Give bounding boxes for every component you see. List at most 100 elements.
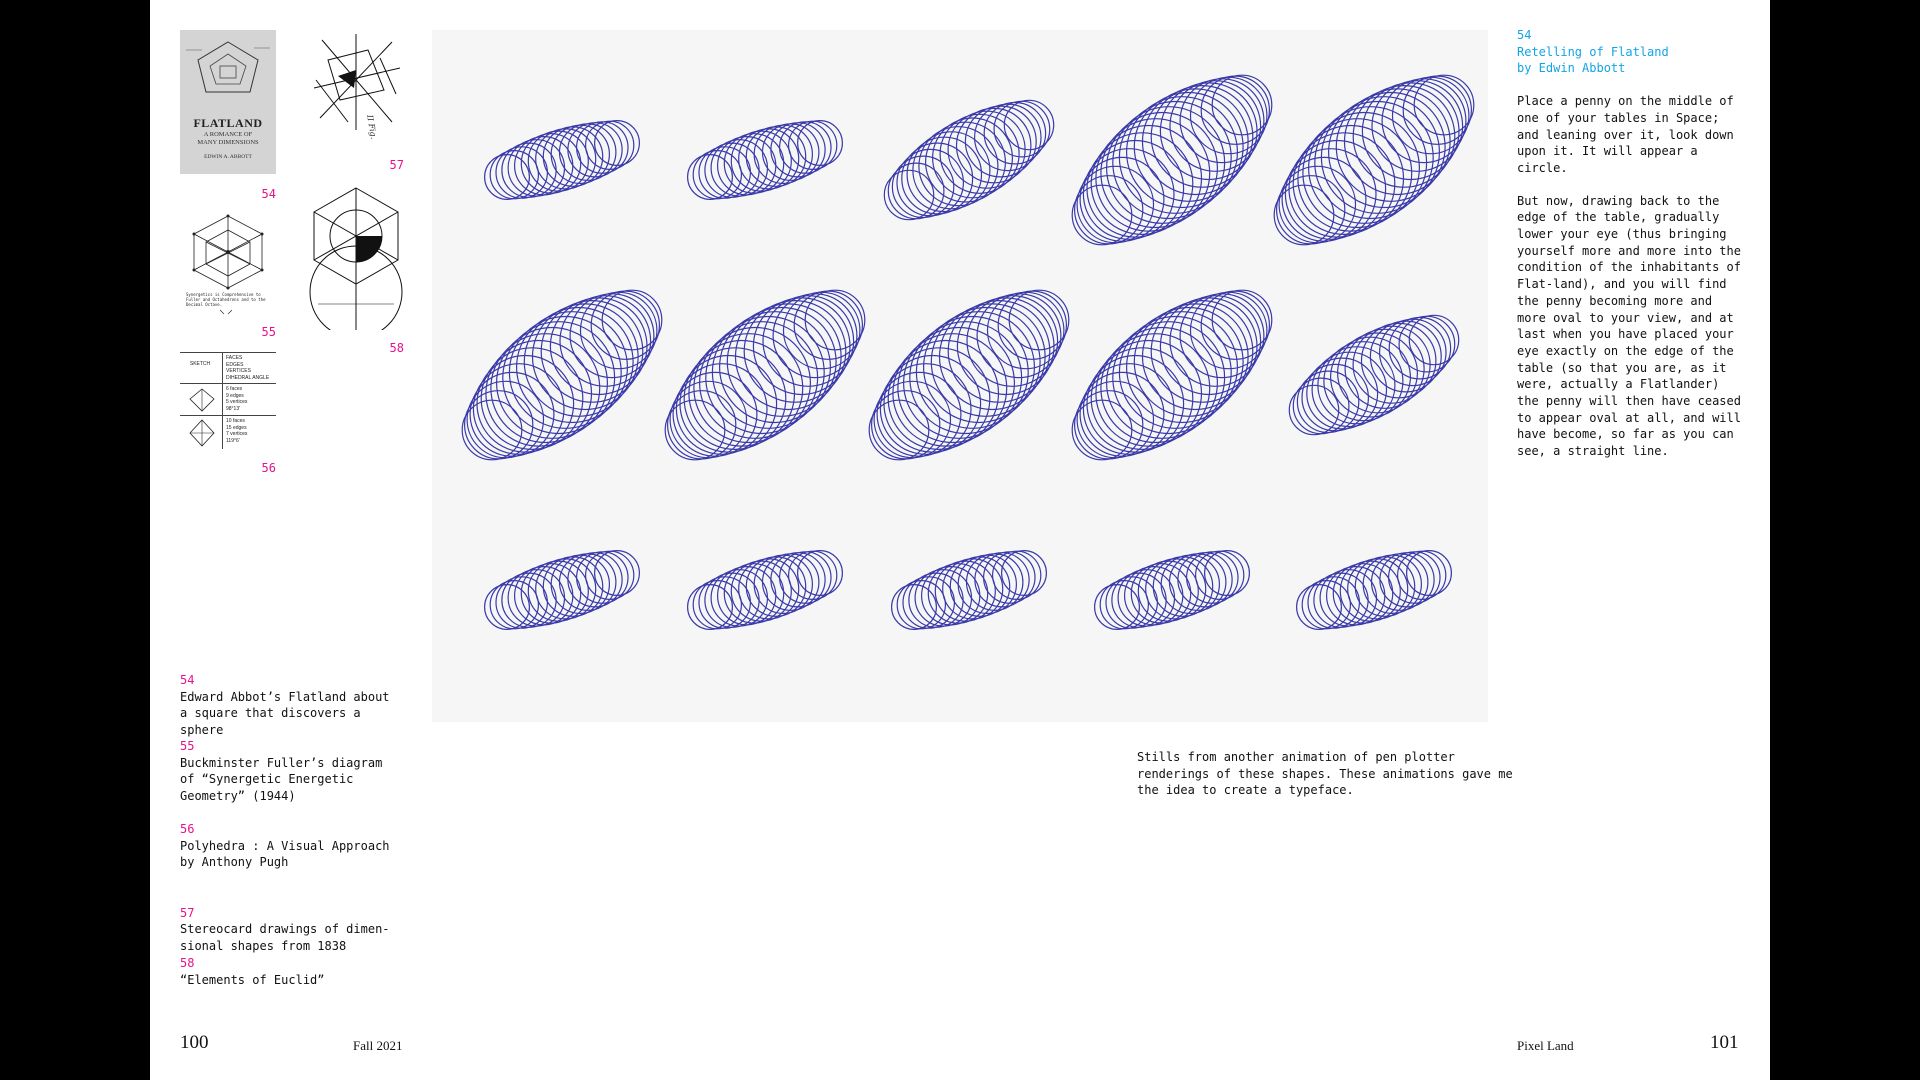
right-page-number: 101: [1710, 1032, 1739, 1053]
plotter-ring: [669, 380, 748, 459]
plotter-ring: [955, 107, 1032, 184]
plotter-ring: [1090, 132, 1194, 236]
plotter-ring: [495, 326, 609, 439]
plotter-ring: [1306, 357, 1379, 430]
plotter-ring: [1133, 91, 1244, 202]
plotter-ring: [1369, 320, 1442, 393]
plotter-ring: [559, 295, 652, 387]
plotter-ring: [1082, 363, 1175, 455]
plotter-ring: [520, 133, 582, 194]
fuller-diagram-caption: Synergetics is Comprehensive to Fuller a…: [186, 292, 266, 307]
plotter-ring: [1150, 85, 1254, 188]
plotter-ring: [1307, 111, 1420, 224]
plotter-ring: [1344, 328, 1425, 409]
sidebar-paragraph: But now, drawing back to the edge of the…: [1517, 193, 1741, 459]
left-page-number: 100: [180, 1032, 209, 1053]
plotter-ring: [601, 289, 663, 351]
plotter-ring: [1100, 333, 1211, 444]
plotter-ring: [939, 113, 1020, 194]
plotter-ring: [540, 300, 644, 403]
polyhedra-table-header-sketch: SKETCH: [189, 361, 211, 367]
plotter-ring: [1179, 78, 1265, 164]
plotter-ring: [672, 371, 758, 457]
plotter-ring: [1371, 80, 1464, 172]
left-running-title: Fall 2021: [353, 1038, 403, 1053]
pyramid-sketch-icon: [189, 388, 215, 412]
plotter-ring: [897, 333, 1008, 444]
plotter-ring: [1079, 371, 1165, 457]
plotter-ring: [927, 563, 989, 624]
plotter-shape: [687, 549, 844, 630]
plotter-ring: [1125, 96, 1238, 209]
pen-plotter-shapes: [461, 74, 1475, 630]
plotter-ring: [1405, 549, 1452, 596]
plotter-ring: [1130, 563, 1192, 624]
plotter-ring: [1352, 85, 1456, 188]
plotter-ring: [923, 311, 1036, 424]
plotter-ring: [901, 142, 974, 215]
plotter-ring: [1189, 76, 1268, 155]
right-running-title: Pixel Land: [1517, 1038, 1574, 1053]
plotter-ring: [1189, 291, 1268, 370]
plotter-ring: [711, 315, 825, 429]
cover-subtitle: A ROMANCE OF MANY DIMENSIONS: [197, 131, 259, 146]
plotter-ring: [693, 333, 804, 444]
plotter-ring: [1391, 76, 1470, 155]
plotter-ring: [1076, 165, 1155, 244]
plotter-ring: [743, 300, 847, 403]
plotter-ring: [903, 326, 1016, 439]
plotter-ring: [1381, 78, 1467, 164]
sidebar-paragraph: Place a penny on the middle of one of yo…: [1517, 94, 1734, 175]
plotter-ring: [964, 105, 1037, 178]
plotter-shape: [891, 549, 1047, 630]
table-divider: [180, 383, 276, 384]
sidebar-reference-number: 54: [1517, 28, 1532, 42]
plotter-ring: [1311, 351, 1388, 428]
plotter-ring: [515, 311, 629, 424]
plotter-ring: [1332, 563, 1394, 624]
plotter-ring: [579, 291, 658, 370]
plotter-ring: [976, 293, 1062, 379]
plotter-ring: [949, 556, 1011, 617]
plotter-ring: [542, 126, 604, 187]
cover-author: EDWIN A. ABBOTT: [204, 154, 252, 160]
thumbnail-euclid-diagram: [308, 184, 404, 330]
magazine-spread: FLATLAND A ROMANCE OF MANY DIMENSIONS ED…: [150, 0, 1770, 1080]
plotter-ring: [1278, 165, 1357, 244]
plotter-ring: [594, 549, 641, 596]
plotter-ring: [723, 563, 785, 624]
caption-text: Polyhedra : A Visual Approach by Anthony…: [180, 838, 390, 870]
plotter-ring: [1302, 118, 1413, 229]
plotter-ring: [466, 380, 545, 459]
bipyramid-sketch-icon: [189, 419, 215, 447]
plotter-shape: [687, 119, 844, 200]
plotter-ring: [871, 390, 941, 460]
caption-number: 56: [180, 822, 195, 836]
figure-number-54: 54: [261, 187, 276, 201]
plotter-ring: [762, 295, 855, 387]
caption-text: “Elements of Euclid”: [180, 972, 325, 987]
table-divider: [180, 415, 276, 416]
caption-text: Edward Abbot’s Flatland about a square t…: [180, 689, 390, 737]
plotter-ring: [469, 371, 555, 457]
plotter-ring: [1105, 111, 1218, 224]
plotter-ring: [1276, 175, 1346, 245]
plotter-ring: [1335, 91, 1446, 202]
plotter-ring: [719, 311, 832, 424]
plotter-ring: [472, 363, 565, 455]
plotter-ring: [896, 148, 965, 217]
figure-number-56: 56: [261, 461, 276, 475]
plotter-ring: [887, 162, 945, 220]
plotter-shape: [664, 289, 866, 461]
plotter-ring: [1320, 100, 1434, 214]
plotter-ring: [508, 315, 622, 429]
plotter-ring: [1413, 74, 1475, 136]
plotter-ring: [520, 563, 582, 624]
plotter-ring: [1292, 132, 1396, 236]
plotter-ring: [932, 117, 1014, 199]
plotter-ring: [876, 371, 962, 457]
pen-plotter-shapes-image: [432, 30, 1488, 722]
plotter-shape: [1288, 314, 1460, 436]
plotter-shape: [868, 289, 1070, 461]
thumbnail-fuller-diagram: Synergetics is Comprehensive to Fuller a…: [180, 210, 276, 318]
